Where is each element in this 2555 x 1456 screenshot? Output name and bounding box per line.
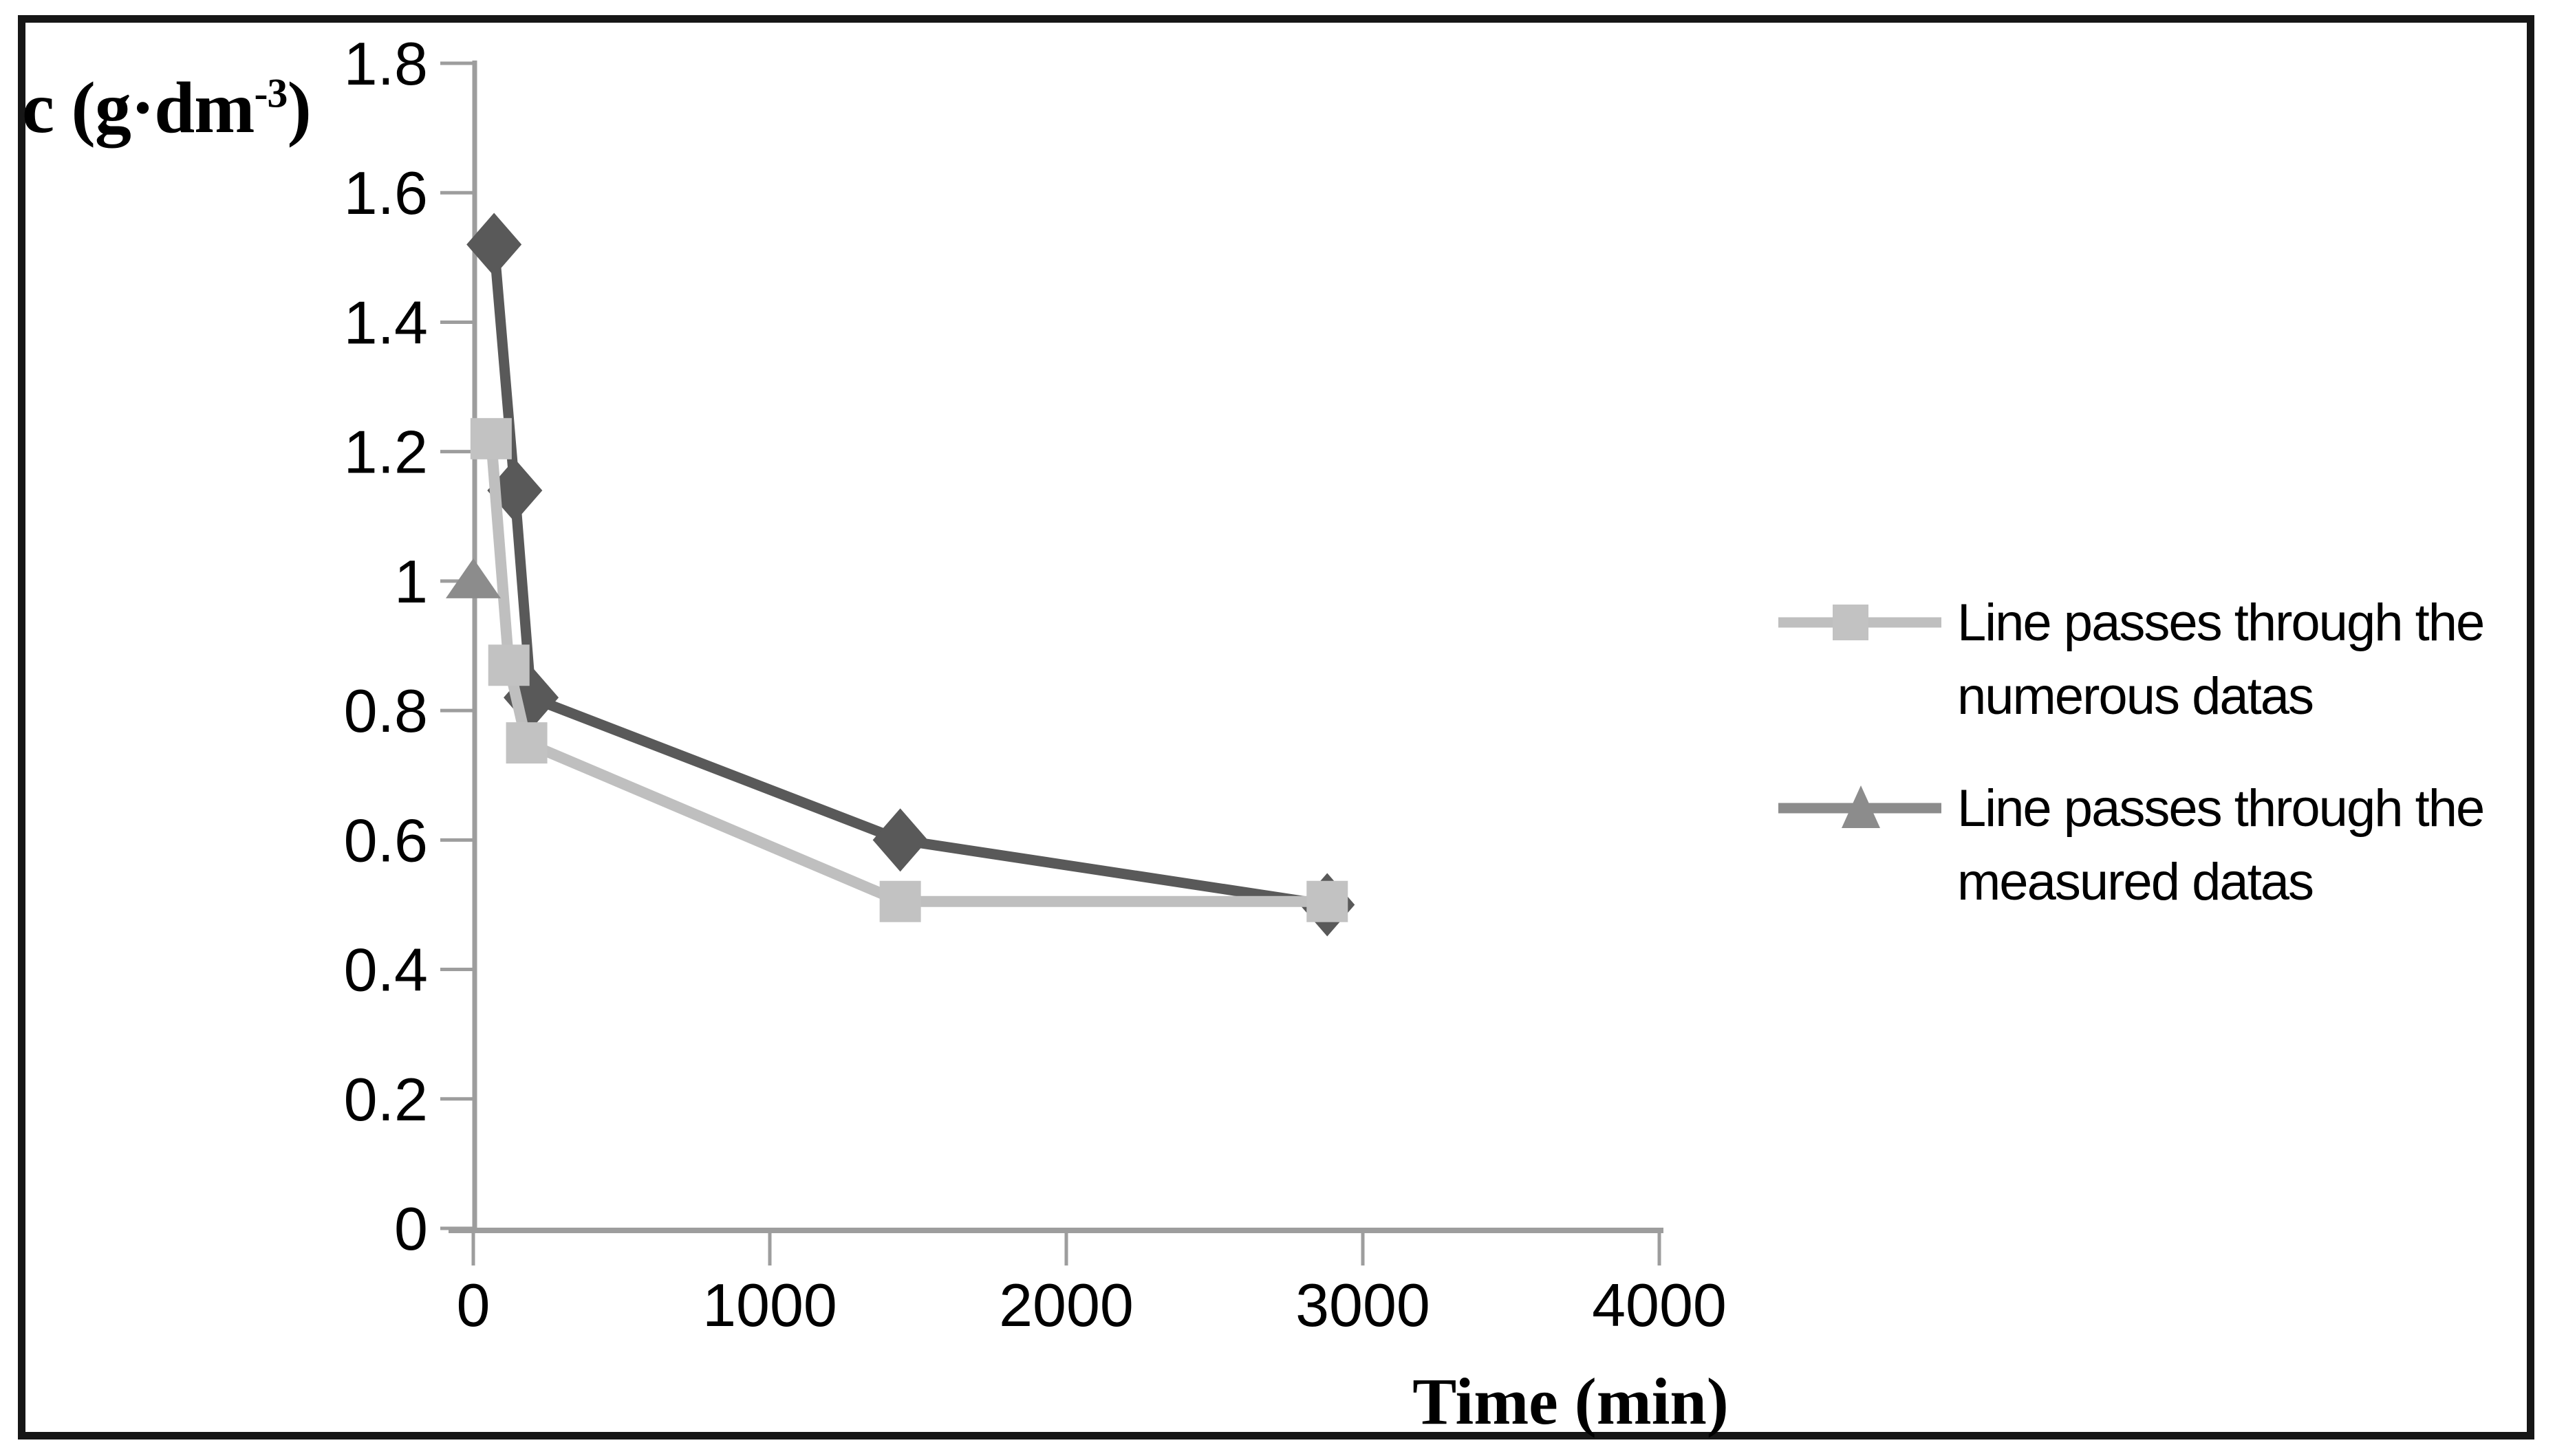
series-line-diamond — [488, 243, 1328, 910]
y-tick-label: 1.2 — [344, 418, 428, 486]
legend-triangle-marker-icon — [1842, 785, 1880, 828]
data-point-triangle-marker — [446, 558, 501, 598]
x-tick-label: 3000 — [1295, 1271, 1430, 1339]
legend-entry-numerous: Line passes through the numerous datas — [1775, 586, 2485, 733]
y-axis-title-base: c (g·dm — [22, 67, 255, 148]
data-point-square-marker — [488, 644, 530, 686]
x-tick-label: 1000 — [702, 1271, 837, 1339]
legend-square-marker-icon — [1833, 605, 1868, 640]
legend-label-line2: measured datas — [1957, 853, 2314, 911]
square-series-legend-marker-icon — [1778, 605, 1941, 640]
legend-label-line1: Line passes through the — [1957, 779, 2485, 838]
data-point-square-marker — [470, 417, 512, 459]
legend-entry-measured: Line passes through the measured datas — [1775, 772, 2485, 919]
data-point-diamond-marker — [872, 808, 928, 872]
y-tick-label: 0.6 — [344, 806, 428, 874]
y-tick-label: 0 — [394, 1195, 428, 1263]
data-point-square-marker — [879, 880, 921, 922]
x-tick-label: 0 — [457, 1271, 490, 1339]
y-tick-label: 0.2 — [344, 1065, 428, 1133]
data-point-diamond-marker — [466, 213, 522, 276]
legend-label-line1: Line passes through the — [1957, 594, 2485, 652]
y-tick-label: 1.8 — [344, 30, 428, 98]
legend-entry-label: Line passes through the measured datas — [1957, 772, 2485, 919]
data-point-square-marker — [1306, 880, 1348, 922]
y-tick-label: 1 — [394, 547, 428, 616]
y-axis-title-superscript: -3 — [254, 70, 288, 116]
legend-entry-label: Line passes through the numerous datas — [1957, 586, 2485, 733]
y-axis-title: c (g·dm-3) — [22, 66, 312, 150]
y-tick-label: 1.6 — [344, 159, 428, 227]
y-tick-label: 0.8 — [344, 677, 428, 745]
x-tick-label: 2000 — [999, 1271, 1134, 1339]
x-tick-label: 4000 — [1592, 1271, 1727, 1339]
y-tick-label: 0.4 — [344, 936, 428, 1004]
y-axis-title-end: ) — [287, 67, 311, 148]
x-axis-title: Time (min) — [1412, 1365, 1729, 1438]
triangle-series-legend-marker-icon — [1778, 785, 1941, 828]
data-point-square-marker — [506, 722, 548, 764]
y-tick-label: 1.4 — [344, 288, 428, 356]
legend-label-line2: numerous datas — [1957, 667, 2314, 726]
legend: Line passes through the numerous datas L… — [1775, 586, 2485, 919]
